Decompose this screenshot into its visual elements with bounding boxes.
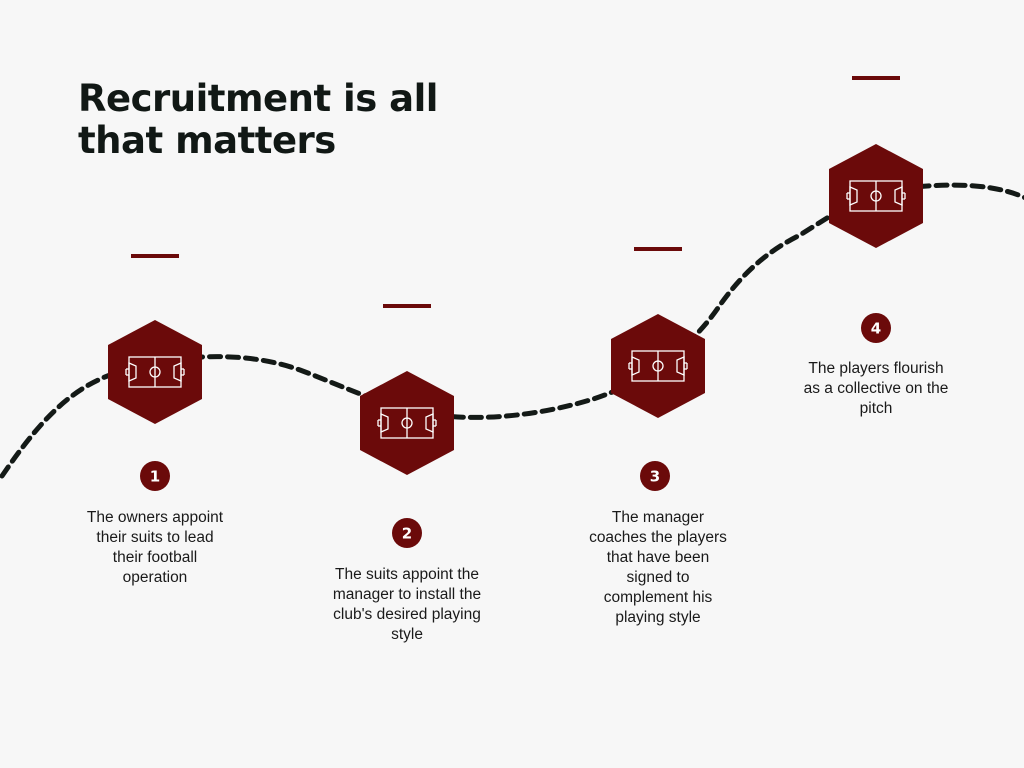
step-3-badge: 3 (640, 461, 670, 491)
title-line-2: that matters (78, 119, 336, 162)
step-1-description: The owners appoint their suits to lead t… (86, 509, 224, 586)
step-3-hexagon (611, 314, 705, 418)
step-2-number: 2 (402, 525, 412, 543)
step-4-number: 4 (871, 320, 881, 338)
step-4-hexagon (829, 144, 923, 248)
step-4-description: The players flourish as a collective on … (803, 360, 949, 417)
step-4-badge: 4 (861, 313, 891, 343)
page-title: Recruitment is all that matters (78, 78, 498, 162)
step-2-hexagon (360, 371, 454, 475)
step-2-badge: 2 (392, 518, 422, 548)
step-3-description: The manager coaches the players that hav… (589, 509, 727, 626)
step-2-description: The suits appoint the manager to install… (332, 566, 482, 643)
step-1-badge: 1 (140, 461, 170, 491)
step-1-number: 1 (150, 468, 160, 486)
step-1-hexagon (108, 320, 202, 424)
title-line-1: Recruitment is all (78, 77, 438, 120)
step-3-number: 3 (650, 468, 660, 486)
